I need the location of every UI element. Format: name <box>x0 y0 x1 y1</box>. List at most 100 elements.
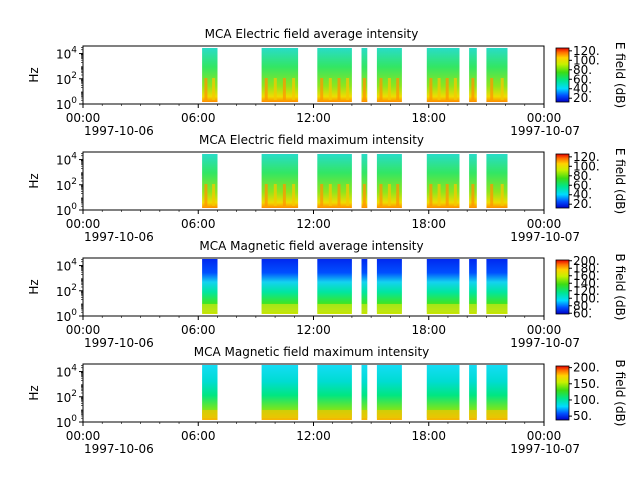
intensity-streak <box>429 78 433 100</box>
x-tick-label: 00:00 <box>66 217 101 231</box>
low-frequency-band <box>469 304 477 312</box>
spectrogram-block <box>486 48 508 102</box>
low-frequency-band <box>376 304 402 312</box>
y-axis-label: Hz <box>27 279 41 294</box>
intensity-streak <box>212 78 216 100</box>
spectrogram-block <box>469 365 477 420</box>
intensity-streak <box>264 184 268 206</box>
end-date-label: 1997-10-07 <box>510 124 580 138</box>
intensity-streak <box>500 184 504 206</box>
intensity-streak <box>490 78 494 100</box>
colorbar-tick-label: 100. <box>573 291 600 305</box>
y-tick-exponent: 0 <box>71 414 77 424</box>
y-tick-exponent: 0 <box>71 96 77 106</box>
y-tick-exponent: 2 <box>71 283 77 293</box>
colorbar-tick-label: 100. <box>573 159 600 173</box>
y-tick-base: 10 <box>56 73 71 87</box>
low-frequency-band <box>202 304 218 312</box>
y-tick-exponent: 4 <box>71 258 77 268</box>
y-tick-label: 100 <box>56 308 77 324</box>
y-tick-base: 10 <box>56 366 71 380</box>
intensity-streak <box>320 78 324 100</box>
y-axis-label: Hz <box>27 173 41 188</box>
x-tick-label: 00:00 <box>527 111 562 125</box>
x-tick-label: 18:00 <box>411 429 446 443</box>
x-tick-label: 00:00 <box>66 111 101 125</box>
colorbar-tick-label: 160. <box>573 269 600 283</box>
colorbar <box>555 365 570 421</box>
intensity-streak <box>396 78 400 100</box>
y-tick-label: 102 <box>56 177 77 193</box>
intensity-streak <box>387 184 391 206</box>
intensity-streak <box>282 78 286 100</box>
y-tick-exponent: 0 <box>71 202 77 212</box>
low-frequency-band <box>469 410 477 418</box>
spectrogram-block <box>361 365 368 420</box>
y-tick-base: 10 <box>56 416 71 430</box>
colorbar-tick-label: 50. <box>573 409 592 423</box>
intensity-streak <box>362 78 366 100</box>
y-tick-exponent: 4 <box>71 46 77 56</box>
start-date-label: 1997-10-06 <box>84 124 154 138</box>
intensity-streak <box>328 78 332 100</box>
colorbar-tick-label: 100. <box>573 393 600 407</box>
panel-title: MCA Electric field average intensity <box>205 27 419 41</box>
intensity-streak <box>346 184 350 206</box>
spectrogram-block <box>202 259 218 314</box>
low-frequency-band <box>361 304 368 312</box>
low-frequency-band <box>426 304 460 312</box>
intensity-streak <box>337 78 341 100</box>
panel-3: MCA Magnetic field average intensity1001… <box>27 239 627 350</box>
x-tick-label: 06:00 <box>181 217 216 231</box>
colorbar-tick-label: 140. <box>573 276 600 290</box>
low-frequency-band <box>376 410 402 418</box>
x-tick-label: 18:00 <box>411 323 446 337</box>
colorbar-tick-label: 80. <box>573 299 592 313</box>
intensity-streak <box>204 184 208 206</box>
intensity-streak <box>362 184 366 206</box>
x-tick-label: 12:00 <box>296 217 331 231</box>
intensity-streak <box>445 78 449 100</box>
spectrogram-block <box>469 154 477 208</box>
y-tick-exponent: 4 <box>71 364 77 374</box>
panel-1: MCA Electric field average intensity 100 1… <box>27 27 627 138</box>
colorbar-tick-label: 20. <box>573 197 592 211</box>
colorbar-tick-label: 150. <box>573 377 600 391</box>
x-tick-label: 18:00 <box>411 217 446 231</box>
intensity-streak <box>346 78 350 100</box>
colorbar-tick-label: 120. <box>573 150 600 164</box>
spectrogram-block <box>361 259 368 314</box>
colorbar-tick-label: 60. <box>573 72 592 86</box>
y-tick-label: 102 <box>56 389 77 405</box>
y-tick-label: 104 <box>56 152 77 168</box>
panel-title: MCA Electric field maximum intensity <box>199 133 424 147</box>
y-axis-label: Hz <box>27 67 41 82</box>
spectrogram-block <box>486 259 508 314</box>
intensity-streak <box>453 78 457 100</box>
start-date-label: 1997-10-06 <box>84 442 154 456</box>
y-tick-base: 10 <box>56 391 71 405</box>
spectrogram-block <box>361 154 368 208</box>
intensity-streak <box>273 184 277 206</box>
y-tick-base: 10 <box>56 204 71 218</box>
low-frequency-band <box>317 410 352 418</box>
panel-title: MCA Magnetic field average intensity <box>199 239 423 253</box>
y-tick-label: 104 <box>56 46 77 62</box>
y-tick-base: 10 <box>56 179 71 193</box>
spectrogram-block <box>486 365 508 420</box>
intensity-streak <box>379 78 383 100</box>
x-tick-label: 12:00 <box>296 323 331 337</box>
y-tick-label: 100 <box>56 414 77 430</box>
x-tick-label: 06:00 <box>181 111 216 125</box>
intensity-streak <box>500 78 504 100</box>
y-tick-base: 10 <box>56 310 71 324</box>
colorbar-tick-label: 120. <box>573 284 600 298</box>
colorbar-label: E field (dB) <box>613 42 627 108</box>
panel-title: MCA Magnetic field maximum intensity <box>194 345 430 359</box>
low-frequency-band <box>202 410 218 418</box>
x-tick-label: 00:00 <box>66 323 101 337</box>
intensity-streak <box>396 184 400 206</box>
colorbar-tick-label: 80. <box>573 169 592 183</box>
